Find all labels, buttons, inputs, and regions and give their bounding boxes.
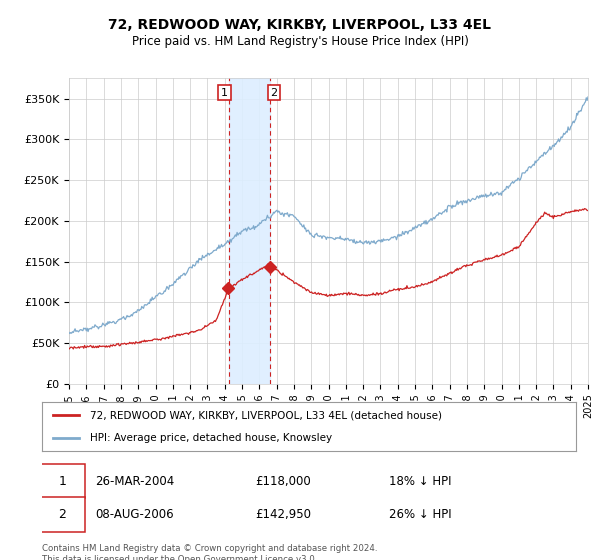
Text: 18% ↓ HPI: 18% ↓ HPI: [389, 474, 452, 488]
Text: £118,000: £118,000: [256, 474, 311, 488]
Text: £142,950: £142,950: [256, 508, 311, 521]
Text: Contains HM Land Registry data © Crown copyright and database right 2024.
This d: Contains HM Land Registry data © Crown c…: [42, 544, 377, 560]
Text: Price paid vs. HM Land Registry's House Price Index (HPI): Price paid vs. HM Land Registry's House …: [131, 35, 469, 48]
Text: 72, REDWOOD WAY, KIRKBY, LIVERPOOL, L33 4EL (detached house): 72, REDWOOD WAY, KIRKBY, LIVERPOOL, L33 …: [90, 410, 442, 421]
Text: 1: 1: [58, 474, 66, 488]
FancyBboxPatch shape: [40, 497, 85, 532]
Text: 1: 1: [221, 87, 228, 97]
Text: 26% ↓ HPI: 26% ↓ HPI: [389, 508, 452, 521]
FancyBboxPatch shape: [40, 464, 85, 498]
Text: 08-AUG-2006: 08-AUG-2006: [95, 508, 174, 521]
Text: HPI: Average price, detached house, Knowsley: HPI: Average price, detached house, Know…: [90, 433, 332, 444]
Text: 2: 2: [58, 508, 66, 521]
Text: 26-MAR-2004: 26-MAR-2004: [95, 474, 175, 488]
Text: 2: 2: [271, 87, 278, 97]
Text: 72, REDWOOD WAY, KIRKBY, LIVERPOOL, L33 4EL: 72, REDWOOD WAY, KIRKBY, LIVERPOOL, L33 …: [109, 18, 491, 32]
Bar: [229, 78, 269, 384]
